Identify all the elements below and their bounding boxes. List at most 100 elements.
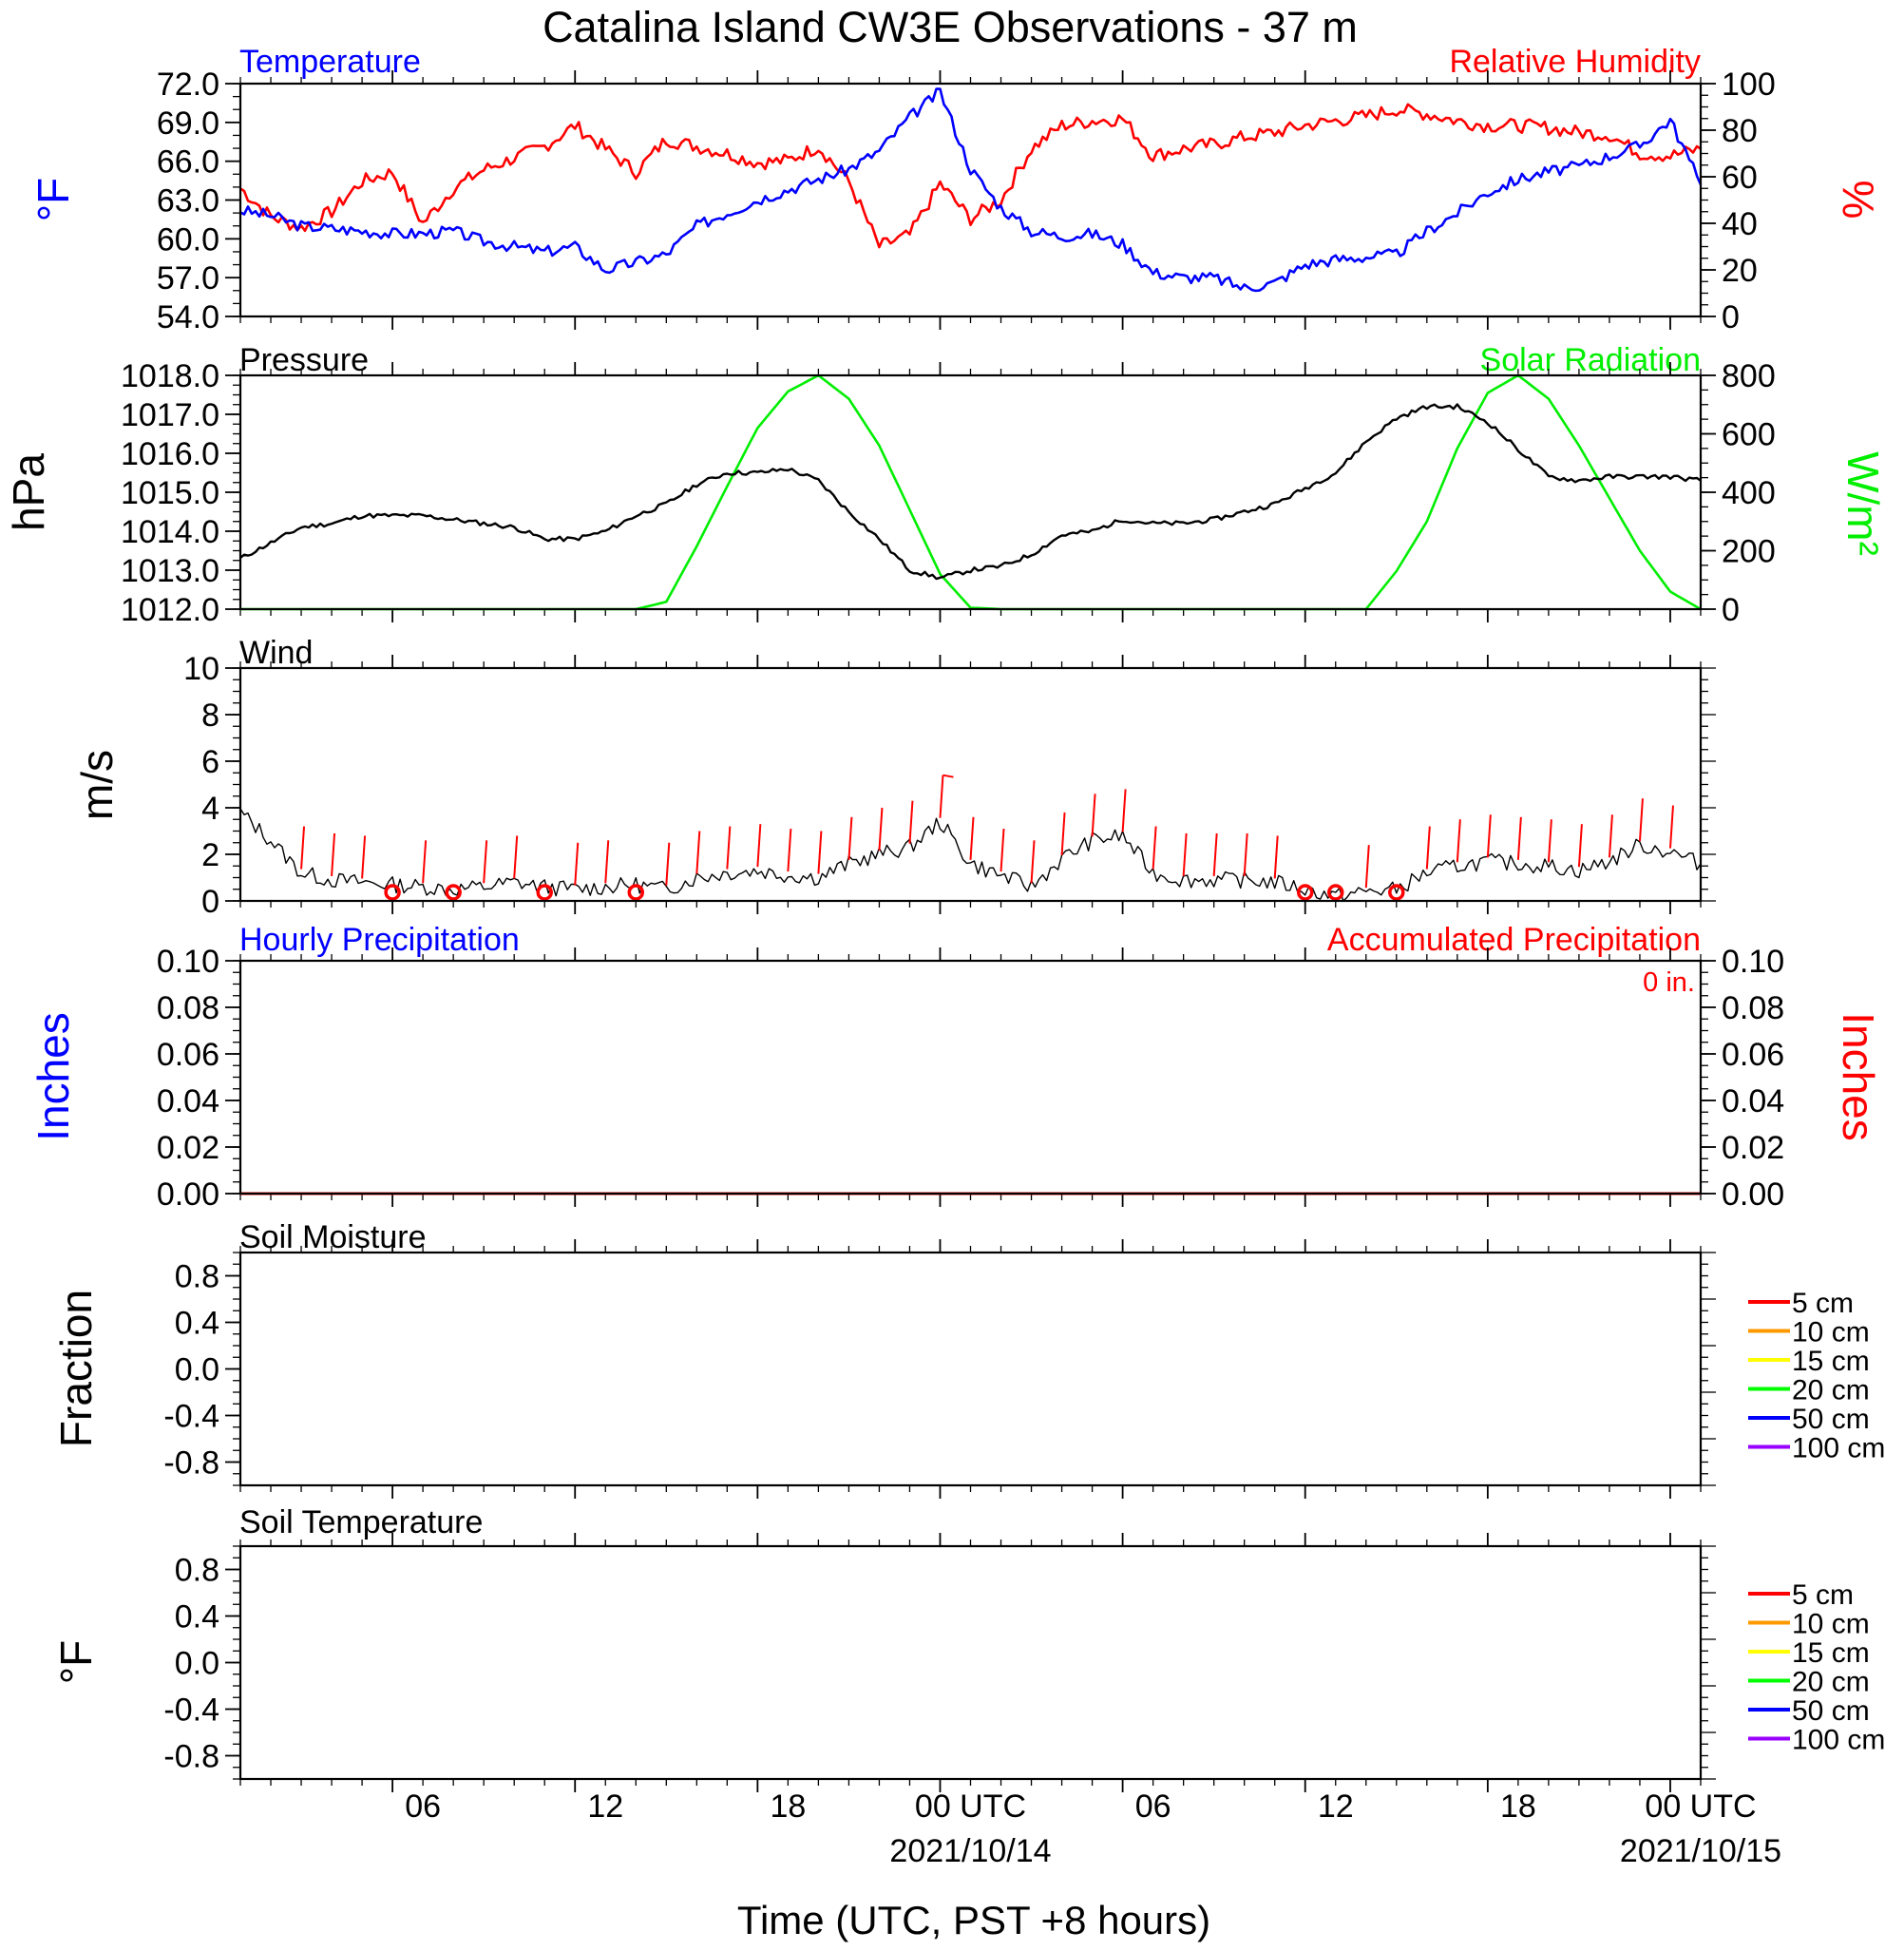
wind-barb — [1516, 816, 1522, 860]
wind-barb — [1577, 824, 1583, 868]
pressure-title: Pressure — [239, 342, 369, 378]
x-tick-label: 06 — [1135, 1788, 1171, 1825]
wind-barb — [1030, 840, 1036, 884]
humidity-line — [239, 103, 1702, 249]
humidity-title: Relative Humidity — [1449, 44, 1701, 80]
x-date-label: 2021/10/14 — [889, 1833, 1051, 1869]
wind-barb — [1152, 826, 1157, 870]
y-tick-label: 54.0 — [157, 299, 219, 335]
y-tick-label: 0.4 — [175, 1599, 219, 1635]
y-tick-label: 0.04 — [1722, 1083, 1784, 1119]
y-tick-label: 0.00 — [157, 1176, 219, 1213]
wind-barb — [878, 807, 884, 851]
wind-barb — [1121, 789, 1127, 832]
y-tick-label: -0.4 — [163, 1399, 219, 1435]
x-tick-label: 12 — [587, 1788, 623, 1825]
y-tick-label: 0.4 — [175, 1306, 219, 1342]
y-tick-label: 20 — [1722, 253, 1758, 289]
soil-temperature-title: Soil Temperature — [239, 1504, 483, 1540]
wind-barb — [422, 840, 428, 884]
wind-barb — [726, 826, 732, 870]
y-tick-label: 63.0 — [157, 183, 219, 220]
legend-label: 15 cm — [1792, 1637, 1870, 1669]
y-tick-label: 1013.0 — [121, 553, 219, 589]
y-tick-label: 57.0 — [157, 260, 219, 296]
wind-barb-flag — [942, 774, 954, 778]
y-tick-label: 0.06 — [157, 1037, 219, 1073]
temperature-title: Temperature — [239, 44, 421, 80]
wind-barb — [1091, 794, 1096, 837]
hourly-precip-title: Hourly Precipitation — [239, 922, 520, 958]
wind-barb — [361, 835, 367, 879]
y-tick-label: 0.04 — [157, 1083, 219, 1119]
y-tick-label: 600 — [1722, 417, 1776, 453]
wind-barb — [787, 828, 792, 872]
soil-moisture-frame — [238, 1251, 1703, 1487]
y-tick-label: 6 — [201, 744, 219, 780]
soil-temperature-frame — [238, 1544, 1703, 1781]
wind-barb — [574, 842, 580, 886]
x-tick-label: 18 — [1500, 1788, 1536, 1825]
wind-barb — [1608, 814, 1613, 858]
x-tick-label: 06 — [405, 1788, 441, 1825]
y-tick-label: 1015.0 — [121, 475, 219, 511]
y-tick-label: 1016.0 — [121, 436, 219, 472]
x-axis-tick-labels: 06 12 18 00 UTC 06 12 18 00 UTC 2021/10/14 2021/1… — [405, 1788, 1781, 1869]
wind-barb — [1456, 819, 1461, 863]
wind-barb — [969, 816, 975, 860]
calm-wind-marker — [445, 884, 462, 901]
wind-barb — [1547, 819, 1552, 863]
wind-barb — [1182, 832, 1188, 877]
solar-radiation-line — [240, 373, 1702, 611]
x-axis-label: Time (UTC, PST +8 hours) — [737, 1898, 1210, 1942]
wind-barb — [847, 816, 853, 860]
legend-label: 10 cm — [1792, 1609, 1870, 1640]
panel-soil-temperature: Soil Temperature 0.8 0.4 0.0 -0.4 -0.8 °F 5 … — [51, 1504, 1885, 1792]
y-tick-label: 60 — [1722, 160, 1758, 196]
temperature-humidity-frame — [238, 82, 1703, 318]
wind-barb — [1273, 835, 1279, 879]
panel-wind: Wind 10 8 6 4 2 0 m/s — [72, 635, 1716, 920]
legend-label: 50 cm — [1792, 1404, 1870, 1435]
y-tick-label: 0.00 — [1722, 1176, 1784, 1213]
y-tick-label: 10 — [183, 651, 219, 687]
wind-title: Wind — [239, 635, 313, 671]
panel-pressure-solar: Pressure Solar Radiation 1018.01017.0101… — [4, 342, 1888, 628]
temperature-axis-label: °F — [29, 178, 78, 222]
y-tick-label: 400 — [1722, 475, 1776, 511]
wind-barb — [604, 840, 610, 884]
wind-barb — [1486, 814, 1492, 858]
wind-barb — [300, 826, 306, 870]
wind-barb — [1638, 798, 1644, 842]
x-tick-label: 12 — [1318, 1788, 1354, 1825]
wind-barb — [665, 842, 671, 886]
y-tick-label: 0.8 — [175, 1259, 219, 1295]
wind-barb — [1060, 812, 1066, 855]
wind-barb — [756, 824, 762, 868]
accum-precip-title: Accumulated Precipitation — [1327, 922, 1701, 958]
y-tick-label: 40 — [1722, 206, 1758, 242]
wind-barb — [1668, 805, 1674, 849]
y-tick-label: 200 — [1722, 534, 1776, 570]
wind-barb — [513, 835, 519, 879]
legend-label: 20 cm — [1792, 1375, 1870, 1406]
y-tick-label: 0.0 — [175, 1352, 219, 1388]
accum-precip-axis-label: Inches — [1834, 1012, 1883, 1141]
legend-label: 100 cm — [1792, 1433, 1885, 1464]
y-tick-label: 1014.0 — [121, 514, 219, 550]
y-tick-label: 0.08 — [1722, 990, 1784, 1026]
wind-barb — [817, 831, 823, 874]
soil-moisture-axis-label: Fraction — [51, 1290, 101, 1447]
y-tick-label: 0.0 — [175, 1646, 219, 1682]
pressure-line — [239, 403, 1702, 581]
panel-precipitation: Hourly Precipitation Accumulated Precipi… — [29, 922, 1883, 1213]
wind-barb — [1000, 828, 1005, 872]
x-tick-label: 00 UTC — [1645, 1788, 1756, 1825]
calm-wind-marker — [536, 884, 553, 901]
y-tick-label: 0 — [1722, 299, 1740, 335]
humidity-axis-label: % — [1834, 181, 1883, 220]
y-tick-label: 0.02 — [157, 1130, 219, 1166]
wind-barb — [483, 840, 488, 884]
legend-label: 5 cm — [1792, 1288, 1854, 1319]
